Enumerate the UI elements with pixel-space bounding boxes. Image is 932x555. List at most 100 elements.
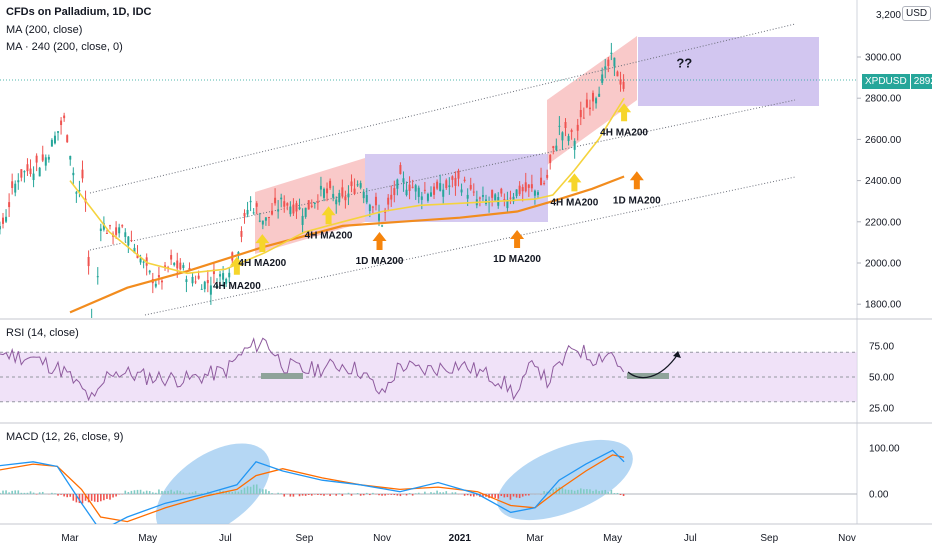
macd-histogram-bar: [525, 494, 527, 496]
macd-histogram-bar: [338, 493, 340, 494]
macd-histogram-bar: [241, 490, 243, 494]
macd-histogram-bar: [363, 494, 365, 495]
candle-body: [347, 194, 349, 198]
macd-histogram-bar: [617, 493, 619, 494]
candle-body: [354, 189, 356, 194]
macd-histogram-bar: [372, 493, 374, 494]
macd-histogram-bar: [8, 492, 10, 494]
macd-histogram-bar: [351, 494, 353, 496]
macd-histogram-bar: [381, 494, 383, 496]
macd-histogram-bar: [390, 494, 392, 495]
candle-body: [305, 208, 307, 217]
candle-body: [5, 217, 7, 222]
candle-body: [170, 255, 172, 260]
candle-body: [467, 195, 469, 199]
candle-body: [341, 187, 343, 196]
candle-body: [543, 183, 545, 184]
candle-body: [406, 190, 408, 195]
candle-body: [592, 93, 594, 102]
candle-body: [338, 193, 340, 202]
macd-histogram-bar: [210, 493, 212, 494]
price-tick-label: 2200.00: [865, 217, 902, 228]
candle-body: [207, 280, 209, 283]
candle-body: [302, 216, 304, 225]
macd-histogram-bar: [549, 492, 551, 494]
macd-histogram-bar: [314, 494, 316, 495]
candle-body: [155, 284, 157, 287]
macd-histogram-bar: [366, 493, 368, 494]
macd-histogram-bar: [176, 490, 178, 494]
macd-histogram-bar: [494, 494, 496, 498]
macd-histogram-bar: [57, 494, 59, 496]
candle-body: [30, 169, 32, 174]
candle-body: [409, 185, 411, 191]
candle-body: [546, 175, 548, 178]
macd-histogram-bar: [452, 492, 454, 494]
macd-histogram-bar: [195, 491, 197, 494]
macd-histogram-bar: [418, 493, 420, 494]
macd-histogram-bar: [574, 491, 576, 494]
macd-histogram-bar: [124, 491, 126, 494]
candle-body: [69, 156, 71, 160]
macd-histogram-bar: [167, 491, 169, 494]
macd-histogram-bar: [33, 493, 35, 494]
macd-histogram-bar: [82, 494, 84, 503]
macd-histogram-bar: [100, 494, 102, 501]
candle-body: [143, 262, 145, 263]
candle-body: [491, 190, 493, 198]
candle-body: [571, 130, 573, 132]
candle-body: [295, 203, 297, 211]
candle-body: [210, 285, 212, 294]
candle-body: [66, 135, 68, 142]
macd-histogram-bar: [30, 491, 32, 494]
macd-histogram-bar: [17, 490, 19, 494]
candle-body: [198, 276, 200, 279]
macd-histogram-bar: [598, 491, 600, 494]
macd-histogram-bar: [247, 486, 249, 494]
candle-body: [228, 273, 230, 278]
currency-badge[interactable]: USD: [902, 6, 931, 21]
time-tick-label: Nov: [373, 533, 391, 544]
candle-body: [574, 141, 576, 150]
candle-body: [247, 210, 249, 215]
candle-body: [42, 154, 44, 160]
candle-body: [271, 211, 273, 215]
macd-histogram-bar: [562, 488, 564, 494]
candle-body: [222, 273, 224, 280]
candle-body: [482, 195, 484, 197]
candle-body: [63, 116, 65, 119]
candle-body: [433, 187, 435, 195]
rsi-tick-label: 50.00: [869, 373, 894, 384]
macd-histogram-bar: [519, 494, 521, 498]
macd-histogram-bar: [329, 494, 331, 496]
candle-body: [299, 207, 301, 209]
macd-histogram-bar: [595, 490, 597, 494]
candle-body: [415, 185, 417, 191]
macd-histogram-bar: [335, 494, 337, 496]
price-tick-label: 1800.00: [865, 300, 902, 311]
macd-histogram-bar: [442, 492, 444, 494]
candle-body: [552, 146, 554, 148]
macd-histogram-bar: [455, 492, 457, 494]
candle-body: [274, 198, 276, 204]
macd-histogram-bar: [299, 494, 301, 496]
candle-body: [158, 275, 160, 277]
macd-histogram-bar: [433, 493, 435, 494]
candle-body: [363, 192, 365, 198]
macd-histogram-bar: [235, 491, 237, 494]
macd-histogram-bar: [342, 494, 344, 496]
candle-body: [494, 194, 496, 200]
candle-body: [17, 180, 19, 182]
candle-body: [23, 171, 25, 172]
macd-histogram-bar: [283, 494, 285, 497]
candle-body: [528, 185, 530, 188]
candle-body: [461, 190, 463, 193]
candle-body: [97, 276, 99, 277]
time-tick-label: Sep: [295, 533, 313, 544]
candle-body: [311, 206, 313, 207]
macd-histogram-bar: [293, 494, 295, 497]
macd-histogram-bar: [140, 490, 142, 494]
macd-histogram-bar: [54, 493, 56, 494]
